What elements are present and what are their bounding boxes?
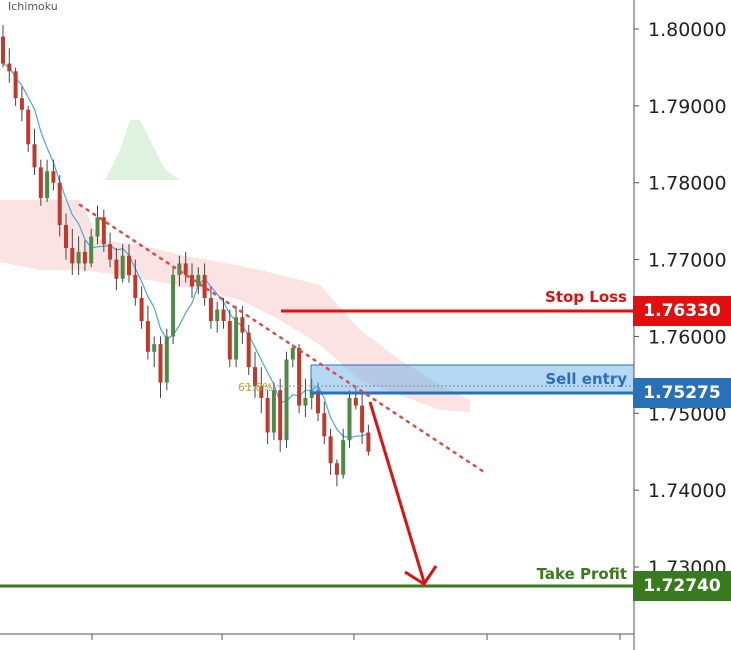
candle xyxy=(139,298,144,322)
candle xyxy=(322,413,327,437)
y-axis-tick-label: 1.80000 xyxy=(648,19,727,41)
ichimoku-cloud-bearish xyxy=(0,200,470,412)
candle xyxy=(183,263,188,275)
candle xyxy=(328,436,333,464)
candle xyxy=(38,167,43,199)
candle xyxy=(278,390,283,441)
y-axis-tick-label: 1.74000 xyxy=(648,480,727,502)
candle xyxy=(297,347,302,406)
candle xyxy=(7,63,12,72)
candle xyxy=(89,236,94,264)
candle xyxy=(45,171,50,199)
sell-entry-zone xyxy=(310,364,635,394)
candle xyxy=(120,255,125,279)
candle xyxy=(171,274,176,337)
candle xyxy=(347,397,352,441)
candle xyxy=(64,224,68,249)
candle xyxy=(221,309,226,322)
candle xyxy=(259,386,264,398)
candle xyxy=(108,244,113,260)
candle xyxy=(353,397,358,406)
candle xyxy=(145,321,150,352)
y-axis-tick-label: 1.78000 xyxy=(648,173,727,195)
projection-arrow xyxy=(368,401,426,583)
candle xyxy=(303,397,308,406)
candle xyxy=(19,98,24,110)
candle xyxy=(271,390,276,433)
candle xyxy=(51,171,56,183)
candle xyxy=(70,248,75,264)
candle xyxy=(202,274,207,298)
candle xyxy=(253,367,257,387)
y-axis-tick-label: 1.75000 xyxy=(648,403,727,425)
stop-loss-price-tag: 1.76330 xyxy=(633,296,731,326)
candle xyxy=(26,109,31,145)
candle xyxy=(32,144,37,168)
y-axis-tick-label: 1.76000 xyxy=(648,326,727,348)
candle xyxy=(246,332,251,368)
candle xyxy=(227,321,232,360)
stop-loss-label: Stop Loss xyxy=(545,288,627,306)
candle xyxy=(190,274,194,287)
candle xyxy=(13,71,18,99)
projection-arrow-head xyxy=(404,565,438,587)
candle xyxy=(234,317,239,360)
candle xyxy=(133,274,138,298)
candle xyxy=(284,359,289,441)
candle xyxy=(76,251,81,264)
candle xyxy=(360,405,365,433)
candle xyxy=(82,251,87,264)
sell-entry-price-tag: 1.75275 xyxy=(633,378,731,408)
candle xyxy=(95,217,100,237)
y-axis-tick-label: 1.77000 xyxy=(648,250,727,272)
candle xyxy=(158,344,163,383)
candle xyxy=(290,347,295,360)
candle xyxy=(177,263,182,275)
candle xyxy=(127,255,131,275)
candle xyxy=(152,344,157,352)
candle xyxy=(215,309,220,322)
candle xyxy=(101,217,106,245)
trendline xyxy=(78,203,486,474)
candle xyxy=(341,440,346,475)
candle xyxy=(208,298,213,322)
fib-level-label: 61.8% xyxy=(238,381,273,394)
candle xyxy=(366,432,371,452)
candle xyxy=(114,259,119,279)
sell-entry-label: Sell entry xyxy=(545,370,627,388)
candle xyxy=(1,36,5,64)
candle xyxy=(164,336,169,383)
y-axis-tick-label: 1.79000 xyxy=(648,96,727,118)
candle xyxy=(196,274,201,287)
indicator-label: Ichimoku xyxy=(8,0,58,13)
take-profit-price-tag: 1.72740 xyxy=(633,571,731,601)
ichimoku-cloud-bullish xyxy=(105,120,180,180)
candle xyxy=(316,390,320,414)
take-profit-label: Take Profit xyxy=(536,565,627,583)
moving-average-line xyxy=(2,63,369,439)
candle xyxy=(240,317,245,333)
candle xyxy=(265,397,270,433)
candle xyxy=(334,463,339,475)
candle xyxy=(57,182,62,225)
